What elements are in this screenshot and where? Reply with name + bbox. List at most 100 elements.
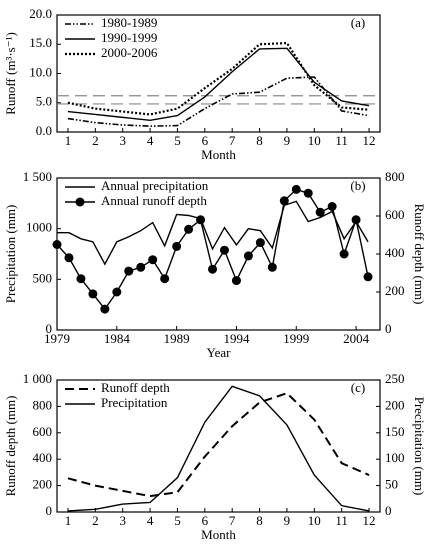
legend-label: 2000-2006 — [101, 45, 158, 60]
x-tick-label: 11 — [335, 513, 348, 528]
y-tick-label: 1 000 — [23, 371, 52, 386]
x-axis-title: Month — [201, 147, 236, 162]
series-marker — [351, 215, 361, 225]
y-tick-label: 1000 — [26, 220, 52, 235]
x-tick-label: 1989 — [164, 331, 190, 346]
series-marker — [160, 274, 170, 284]
series-marker — [255, 238, 265, 248]
x-tick-label: 10 — [308, 133, 321, 148]
y-tick-label: 400 — [33, 450, 53, 465]
y-tick-label: 500 — [33, 270, 53, 285]
series-marker — [76, 274, 86, 284]
legend-label: Runoff depth — [101, 380, 170, 395]
series-line — [67, 385, 370, 512]
x-tick-label: 2 — [92, 133, 99, 148]
series-marker — [231, 276, 241, 286]
panel-label: (a) — [351, 15, 365, 30]
x-tick-label: 8 — [256, 513, 263, 528]
y2-tick-label: 200 — [385, 283, 405, 298]
series-marker — [64, 253, 74, 263]
series-marker — [208, 264, 218, 274]
series-marker — [52, 240, 62, 249]
x-tick-label: 6 — [202, 513, 209, 528]
x-tick-label: 1984 — [104, 331, 131, 346]
y-axis-title: Runoff (m³·s⁻¹) — [3, 32, 18, 115]
y-tick-label: 5.0 — [36, 94, 52, 109]
x-tick-label: 12 — [363, 513, 376, 528]
y2-axis-title: Precipitation (mm) — [412, 397, 427, 496]
y-tick-label: 20.0 — [29, 6, 52, 21]
x-tick-label: 7 — [229, 133, 236, 148]
x-tick-label: 1994 — [223, 331, 250, 346]
y2-tick-label: 150 — [385, 424, 405, 439]
series-line — [57, 200, 369, 266]
legend-label: Precipitation — [101, 395, 168, 410]
series-marker — [100, 304, 110, 314]
series-marker — [243, 251, 253, 261]
series-marker — [363, 272, 373, 282]
y-tick-label: 800 — [33, 397, 53, 412]
y2-tick-label: 200 — [385, 397, 405, 412]
x-tick-label: 4 — [147, 133, 154, 148]
y2-tick-label: 0 — [385, 503, 392, 518]
series-marker — [184, 224, 194, 234]
legend-label: 1990-1999 — [101, 30, 157, 45]
y-tick-label: 0 — [46, 503, 53, 518]
x-tick-label: 1979 — [44, 331, 70, 346]
series-marker — [136, 262, 146, 272]
x-tick-label: 8 — [256, 133, 263, 148]
x-tick-label: 11 — [335, 133, 348, 148]
series-line — [67, 392, 370, 498]
series-marker — [279, 196, 289, 206]
series-marker — [219, 245, 229, 255]
series-marker — [124, 266, 134, 276]
series-marker — [172, 241, 182, 251]
x-tick-label: 12 — [363, 133, 376, 148]
y-tick-label: 15.0 — [29, 35, 52, 50]
x-tick-label: 1 — [65, 513, 72, 528]
x-tick-label: 1 — [65, 133, 72, 148]
x-tick-label: 5 — [174, 133, 181, 148]
series-line — [67, 76, 370, 127]
series-marker — [291, 184, 301, 194]
x-axis-title: Year — [207, 345, 232, 360]
y-tick-label: 1 500 — [23, 169, 52, 184]
series-marker — [339, 249, 349, 259]
x-tick-label: 6 — [202, 133, 209, 148]
series-marker — [303, 188, 313, 198]
x-tick-label: 2004 — [343, 331, 370, 346]
x-tick-label: 2 — [92, 513, 99, 528]
x-tick-label: 10 — [308, 513, 321, 528]
x-tick-label: 9 — [284, 133, 291, 148]
series-marker — [112, 287, 122, 297]
y-tick-label: 10.0 — [29, 64, 52, 79]
y2-tick-label: 0 — [385, 321, 392, 336]
y2-tick-label: 800 — [385, 169, 405, 184]
legend-label: Annual precipitation — [101, 178, 209, 193]
series-marker — [196, 215, 206, 225]
series-marker — [315, 207, 325, 217]
y-tick-label: 0.0 — [36, 123, 52, 138]
x-tick-label: 3 — [119, 133, 126, 148]
y-axis-title: Runoff depth (mm) — [3, 396, 18, 497]
series-marker — [148, 255, 158, 265]
plot-frame — [56, 379, 381, 513]
x-tick-label: 9 — [284, 513, 291, 528]
series-marker — [327, 202, 337, 211]
x-tick-label: 1999 — [283, 331, 309, 346]
x-tick-label: 4 — [147, 513, 154, 528]
y-tick-label: 200 — [33, 477, 53, 492]
y2-tick-label: 50 — [385, 477, 398, 492]
y2-tick-label: 400 — [385, 245, 405, 260]
panel-label: (c) — [351, 380, 365, 395]
series-marker — [267, 262, 277, 272]
x-tick-label: 5 — [174, 513, 181, 528]
y2-tick-label: 600 — [385, 207, 405, 222]
x-tick-label: 3 — [119, 513, 126, 528]
panel-label: (b) — [350, 178, 365, 193]
y-tick-label: 600 — [33, 424, 53, 439]
y2-axis-title: Runoff depth (mm) — [412, 204, 427, 305]
y2-tick-label: 250 — [385, 371, 405, 386]
y2-tick-label: 100 — [385, 450, 405, 465]
